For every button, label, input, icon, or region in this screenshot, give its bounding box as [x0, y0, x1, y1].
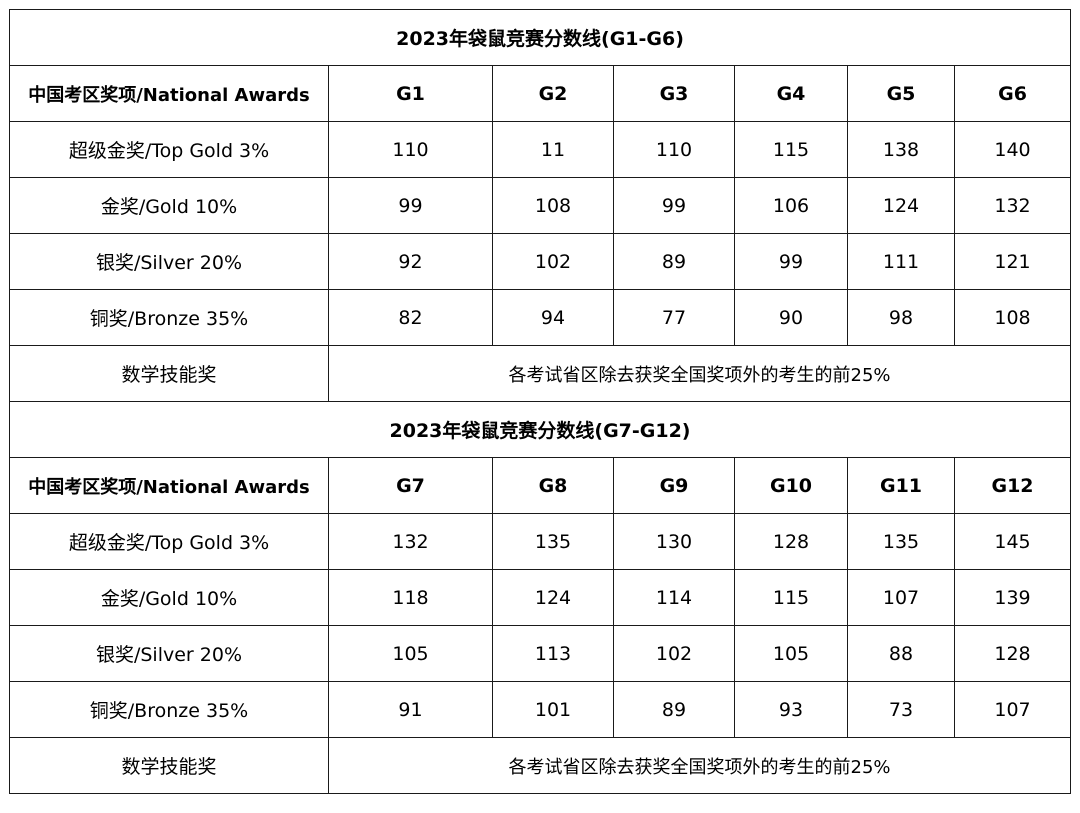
table-row: 金奖/Gold 10% 118 124 114 115 107 139	[9, 569, 1072, 626]
header-cell: G3	[613, 65, 735, 122]
score-cell: 94	[492, 289, 614, 346]
score-cell: 124	[492, 569, 614, 626]
score-cell: 135	[847, 513, 955, 570]
score-cell: 118	[328, 569, 493, 626]
table1-title: 2023年袋鼠竞赛分数线(G1-G6)	[8, 9, 1072, 66]
score-cell: 111	[847, 233, 955, 290]
table-row: 银奖/Silver 20% 92 102 89 99 111 121	[9, 233, 1072, 290]
score-cell: 128	[953, 625, 1072, 682]
award-label: 铜奖/Bronze 35%	[9, 681, 329, 738]
table1-header-row: 中国考区奖项/National Awards G1 G2 G3 G4 G5 G6	[9, 65, 1072, 122]
score-cell: 106	[734, 177, 848, 234]
table-row: 银奖/Silver 20% 105 113 102 105 88 128	[9, 625, 1072, 682]
score-cell: 139	[953, 569, 1072, 626]
table-row: 铜奖/Bronze 35% 91 101 89 93 73 107	[9, 681, 1072, 738]
award-label: 银奖/Silver 20%	[9, 233, 329, 290]
award-label: 金奖/Gold 10%	[9, 569, 329, 626]
header-cell: G11	[847, 457, 955, 514]
award-label: 金奖/Gold 10%	[9, 177, 329, 234]
award-label: 银奖/Silver 20%	[9, 625, 329, 682]
score-cell: 121	[953, 233, 1072, 290]
score-cell: 130	[613, 513, 735, 570]
score-cell: 115	[734, 569, 848, 626]
skill-award-row: 数学技能奖 各考试省区除去获奖全国奖项外的考生的前25%	[9, 737, 1072, 794]
header-cell: G1	[328, 65, 493, 122]
score-cell: 92	[328, 233, 493, 290]
score-cell: 107	[953, 681, 1072, 738]
header-cell: G2	[492, 65, 614, 122]
score-cell: 99	[328, 177, 493, 234]
header-cell: 中国考区奖项/National Awards	[9, 457, 329, 514]
score-cell: 99	[613, 177, 735, 234]
table-row: 超级金奖/Top Gold 3% 132 135 130 128 135 145	[9, 513, 1072, 570]
header-cell: G7	[328, 457, 493, 514]
score-cell: 145	[953, 513, 1072, 570]
score-cell: 89	[613, 233, 735, 290]
skill-award-note: 各考试省区除去获奖全国奖项外的考生的前25%	[327, 345, 1072, 402]
skill-award-label: 数学技能奖	[9, 345, 329, 402]
header-cell: G6	[953, 65, 1072, 122]
table2-title-row: 2023年袋鼠竞赛分数线(G7-G12)	[8, 401, 1072, 458]
score-cell: 140	[953, 121, 1072, 178]
score-cell: 77	[613, 289, 735, 346]
score-table: 2023年袋鼠竞赛分数线(G1-G6) 中国考区奖项/National Awar…	[8, 9, 1072, 794]
award-label: 铜奖/Bronze 35%	[9, 289, 329, 346]
score-cell: 124	[847, 177, 955, 234]
score-cell: 11	[492, 121, 614, 178]
score-cell: 110	[613, 121, 735, 178]
score-cell: 73	[847, 681, 955, 738]
skill-award-note: 各考试省区除去获奖全国奖项外的考生的前25%	[327, 737, 1072, 794]
score-cell: 102	[613, 625, 735, 682]
score-cell: 114	[613, 569, 735, 626]
score-cell: 102	[492, 233, 614, 290]
table2-title: 2023年袋鼠竞赛分数线(G7-G12)	[8, 401, 1072, 458]
score-cell: 135	[492, 513, 614, 570]
skill-award-label: 数学技能奖	[9, 737, 329, 794]
table1-title-row: 2023年袋鼠竞赛分数线(G1-G6)	[8, 9, 1072, 66]
score-cell: 105	[734, 625, 848, 682]
score-cell: 93	[734, 681, 848, 738]
score-cell: 98	[847, 289, 955, 346]
score-cell: 132	[953, 177, 1072, 234]
table-row: 铜奖/Bronze 35% 82 94 77 90 98 108	[9, 289, 1072, 346]
score-cell: 99	[734, 233, 848, 290]
score-cell: 101	[492, 681, 614, 738]
score-cell: 132	[328, 513, 493, 570]
header-cell: 中国考区奖项/National Awards	[9, 65, 329, 122]
award-label: 超级金奖/Top Gold 3%	[9, 121, 329, 178]
score-cell: 91	[328, 681, 493, 738]
table2-header-row: 中国考区奖项/National Awards G7 G8 G9 G10 G11 …	[9, 457, 1072, 514]
score-cell: 108	[953, 289, 1072, 346]
table-row: 金奖/Gold 10% 99 108 99 106 124 132	[9, 177, 1072, 234]
score-cell: 138	[847, 121, 955, 178]
score-cell: 105	[328, 625, 493, 682]
score-cell: 107	[847, 569, 955, 626]
score-cell: 115	[734, 121, 848, 178]
header-cell: G4	[734, 65, 848, 122]
score-cell: 89	[613, 681, 735, 738]
score-cell: 90	[734, 289, 848, 346]
header-cell: G5	[847, 65, 955, 122]
table-row: 超级金奖/Top Gold 3% 110 11 110 115 138 140	[9, 121, 1072, 178]
score-cell: 88	[847, 625, 955, 682]
score-cell: 128	[734, 513, 848, 570]
header-cell: G12	[953, 457, 1072, 514]
score-cell: 82	[328, 289, 493, 346]
score-cell: 113	[492, 625, 614, 682]
header-cell: G10	[734, 457, 848, 514]
header-cell: G8	[492, 457, 614, 514]
score-cell: 108	[492, 177, 614, 234]
header-cell: G9	[613, 457, 735, 514]
score-cell: 110	[328, 121, 493, 178]
skill-award-row: 数学技能奖 各考试省区除去获奖全国奖项外的考生的前25%	[9, 345, 1072, 402]
award-label: 超级金奖/Top Gold 3%	[9, 513, 329, 570]
